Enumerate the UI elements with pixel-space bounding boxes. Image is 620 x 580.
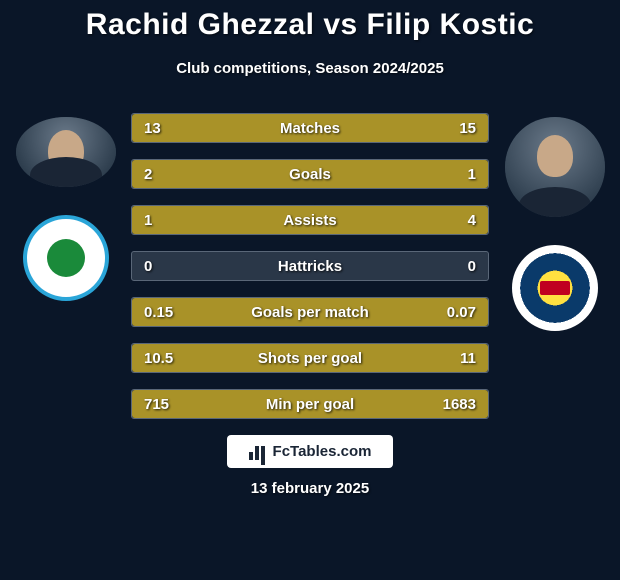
stat-bar-left: [132, 160, 371, 188]
stat-row: 715 1683 Min per goal: [131, 389, 489, 419]
site-logo-text: FcTables.com: [273, 443, 372, 460]
page-subtitle: Club competitions, Season 2024/2025: [0, 60, 620, 77]
stat-label: Goals: [289, 166, 331, 183]
stat-value-right: 0.07: [447, 304, 476, 321]
stat-value-left: 0.15: [144, 304, 173, 321]
stat-value-left: 13: [144, 120, 161, 137]
stat-value-left: 10.5: [144, 350, 173, 367]
right-player-column: [497, 113, 612, 331]
stat-label: Shots per goal: [258, 350, 362, 367]
right-player-avatar: [505, 117, 605, 217]
comparison-infographic: Rachid Ghezzal vs Filip Kostic Club comp…: [0, 0, 620, 580]
stat-row: 13 15 Matches: [131, 113, 489, 143]
stat-row: 0.15 0.07 Goals per match: [131, 297, 489, 327]
stat-value-left: 715: [144, 396, 169, 413]
stat-value-right: 11: [460, 350, 476, 367]
stat-bar-right: [203, 206, 488, 234]
infographic-date: 13 february 2025: [251, 480, 369, 497]
stat-value-left: 1: [144, 212, 152, 229]
site-logo: FcTables.com: [227, 435, 394, 468]
stat-label: Assists: [283, 212, 336, 229]
stat-bar-left: [132, 206, 203, 234]
bar-chart-icon: [249, 444, 267, 460]
stat-label: Matches: [280, 120, 340, 137]
stat-value-right: 1683: [443, 396, 476, 413]
right-club-badge-icon: [512, 245, 598, 331]
stat-row: 2 1 Goals: [131, 159, 489, 189]
stat-value-right: 0: [468, 258, 476, 275]
stat-value-right: 4: [468, 212, 476, 229]
page-title: Rachid Ghezzal vs Filip Kostic: [0, 8, 620, 42]
main-content: 13 15 Matches 2 1 Goals 1 4 Assists 0 0 Hattricks 0.…: [0, 113, 620, 419]
stat-label: Goals per match: [251, 304, 369, 321]
stat-label: Hattricks: [278, 258, 342, 275]
avatar-placeholder: [16, 117, 116, 187]
footer: FcTables.com 13 february 2025: [0, 435, 620, 497]
avatar-placeholder: [505, 117, 605, 217]
left-player-avatar: [16, 117, 116, 187]
stat-value-left: 0: [144, 258, 152, 275]
stat-value-left: 2: [144, 166, 152, 183]
stat-value-right: 15: [459, 120, 476, 137]
left-player-column: [8, 113, 123, 301]
stats-column: 13 15 Matches 2 1 Goals 1 4 Assists 0 0 Hattricks 0.…: [123, 113, 497, 419]
stat-row: 10.5 11 Shots per goal: [131, 343, 489, 373]
left-club-badge-icon: [23, 215, 109, 301]
stat-row: 1 4 Assists: [131, 205, 489, 235]
stat-row: 0 0 Hattricks: [131, 251, 489, 281]
stat-label: Min per goal: [266, 396, 354, 413]
stat-value-right: 1: [468, 166, 476, 183]
